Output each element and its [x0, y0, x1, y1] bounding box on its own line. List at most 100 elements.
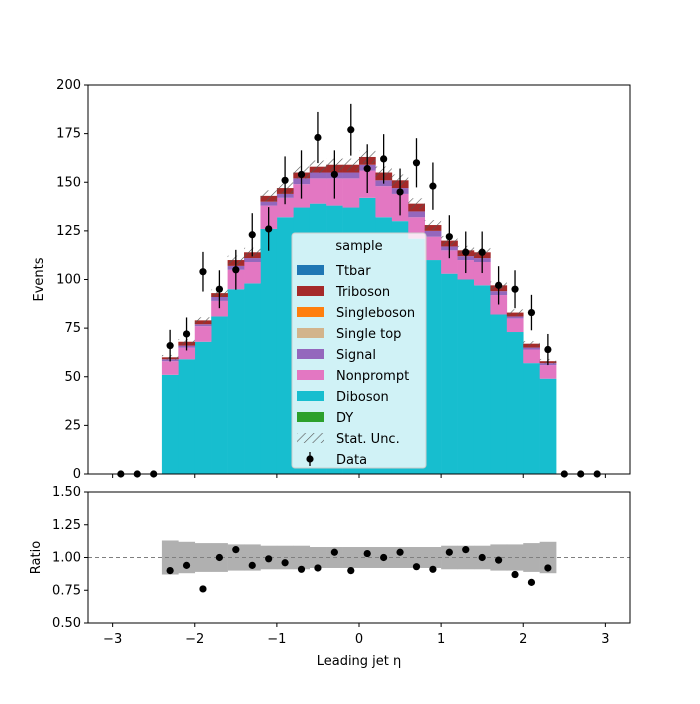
bar	[375, 186, 393, 218]
bar	[424, 260, 442, 474]
unc-hatch	[309, 160, 327, 173]
legend-label: Diboson	[336, 390, 389, 405]
bar	[244, 261, 261, 284]
legend-label: Singleboson	[336, 306, 415, 321]
bar	[506, 332, 524, 474]
legend-swatch	[297, 370, 324, 380]
bar	[178, 347, 196, 360]
data-point	[232, 266, 240, 274]
bar	[260, 201, 278, 206]
bar	[539, 378, 557, 474]
y-axis-label: Events	[32, 257, 47, 301]
ratio-band-bin	[391, 547, 409, 568]
legend-label: Triboson	[335, 285, 390, 300]
y-tick-label: 175	[56, 127, 81, 142]
ratio-band-bin	[408, 547, 425, 568]
bar	[276, 197, 294, 218]
bar	[490, 295, 508, 315]
bar	[244, 283, 261, 474]
x-tick-label: −2	[185, 632, 204, 647]
ratio-point	[495, 556, 503, 564]
unc-hatch	[506, 309, 524, 316]
ratio-point	[182, 561, 191, 569]
ratio-y-axis-label: Ratio	[29, 541, 44, 574]
data-point	[297, 170, 306, 179]
legend-swatch	[297, 286, 324, 296]
bar	[424, 236, 442, 261]
ratio-point	[166, 567, 174, 575]
y-tick-label: 200	[56, 78, 81, 93]
unc-hatch	[194, 317, 212, 324]
bar	[161, 361, 179, 375]
bar	[161, 374, 179, 474]
data-point	[199, 268, 207, 276]
y-tick-label: 50	[64, 370, 81, 385]
data-point	[314, 133, 322, 142]
ratio-band-bin	[457, 545, 475, 570]
bar	[473, 285, 491, 474]
bar	[342, 172, 360, 179]
bar	[506, 318, 524, 333]
ratio-point	[396, 548, 404, 556]
legend-swatch	[297, 349, 324, 359]
ratio-point	[297, 565, 306, 573]
series-nonprompt	[161, 170, 557, 379]
data-point	[248, 231, 256, 239]
ratio-y-tick-label: 1.50	[52, 485, 81, 500]
legend-swatch	[297, 433, 324, 443]
legend-label: Signal	[336, 348, 376, 363]
unc-hatch	[260, 190, 277, 202]
legend-label: Stat. Unc.	[336, 432, 400, 447]
legend-swatch	[297, 328, 324, 338]
ratio-unc-band	[161, 540, 557, 575]
data-point	[495, 281, 503, 289]
ratio-point	[478, 553, 486, 562]
ratio-point	[429, 565, 437, 573]
bar	[178, 359, 196, 474]
ratio-point	[265, 555, 273, 563]
legend-data-marker	[306, 455, 314, 463]
ratio-point	[363, 549, 371, 558]
y-tick-label: 100	[56, 273, 81, 288]
legend-box	[291, 232, 427, 469]
bar	[441, 250, 458, 274]
data-point	[215, 285, 223, 293]
ratio-point	[511, 570, 519, 579]
bar	[457, 279, 475, 474]
ratio-plot: 0.50 0.75 1.00 1.25 1.50 −3 −2 −1 0 1 2 3 Ratio Leadi…	[29, 485, 631, 669]
unc-hatch	[424, 220, 442, 231]
unc-hatch	[408, 198, 425, 210]
data-point	[462, 248, 470, 256]
legend-title: sample	[335, 239, 382, 254]
bar	[194, 326, 212, 342]
ratio-point	[199, 585, 207, 593]
y-tick-label: 25	[64, 418, 81, 433]
ratio-point	[330, 548, 338, 556]
ratio-point	[462, 546, 470, 554]
ratio-point	[380, 553, 388, 562]
legend: sample Ttbar Triboson Singleboson Single top…	[291, 232, 427, 469]
legend-swatch	[297, 265, 324, 275]
ratio-point	[445, 548, 453, 556]
legend-swatch	[297, 391, 324, 401]
data-point	[347, 126, 355, 134]
data-point	[281, 176, 289, 184]
x-tick-label: 0	[355, 632, 363, 647]
data-point	[412, 159, 421, 167]
bar	[244, 258, 261, 262]
legend-swatch	[297, 412, 324, 422]
legend-label: Ttbar	[335, 264, 371, 279]
bar	[523, 349, 540, 364]
data-point	[429, 182, 437, 190]
data-point	[478, 248, 486, 256]
x-tick-label: 1	[437, 632, 445, 647]
bar	[523, 347, 540, 350]
x-tick-label: 3	[601, 632, 609, 647]
ratio-point	[527, 578, 536, 586]
bar	[309, 178, 327, 204]
bar	[211, 300, 228, 317]
ratio-y-tick-label: 0.50	[52, 616, 81, 631]
bar	[194, 341, 212, 474]
